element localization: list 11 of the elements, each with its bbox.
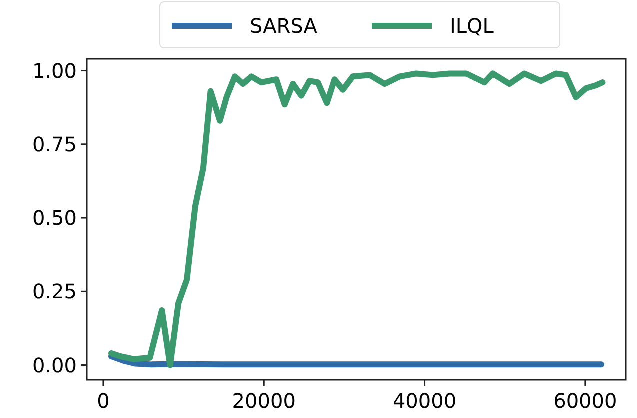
y-tick-label: 0.50 [32, 206, 77, 230]
y-tick-label: 0.75 [32, 132, 77, 156]
x-tick-label: 40000 [392, 389, 457, 413]
y-tick-label: 1.00 [32, 58, 77, 83]
x-tick-label: 20000 [232, 389, 296, 413]
legend-label: ILQL [450, 14, 495, 38]
x-tick-label: 60000 [554, 389, 618, 413]
y-tick-label: 0.00 [32, 353, 77, 378]
legend-label: SARSA [250, 14, 318, 38]
x-tick-label: 0 [97, 389, 110, 413]
y-tick-label: 0.25 [32, 280, 77, 304]
